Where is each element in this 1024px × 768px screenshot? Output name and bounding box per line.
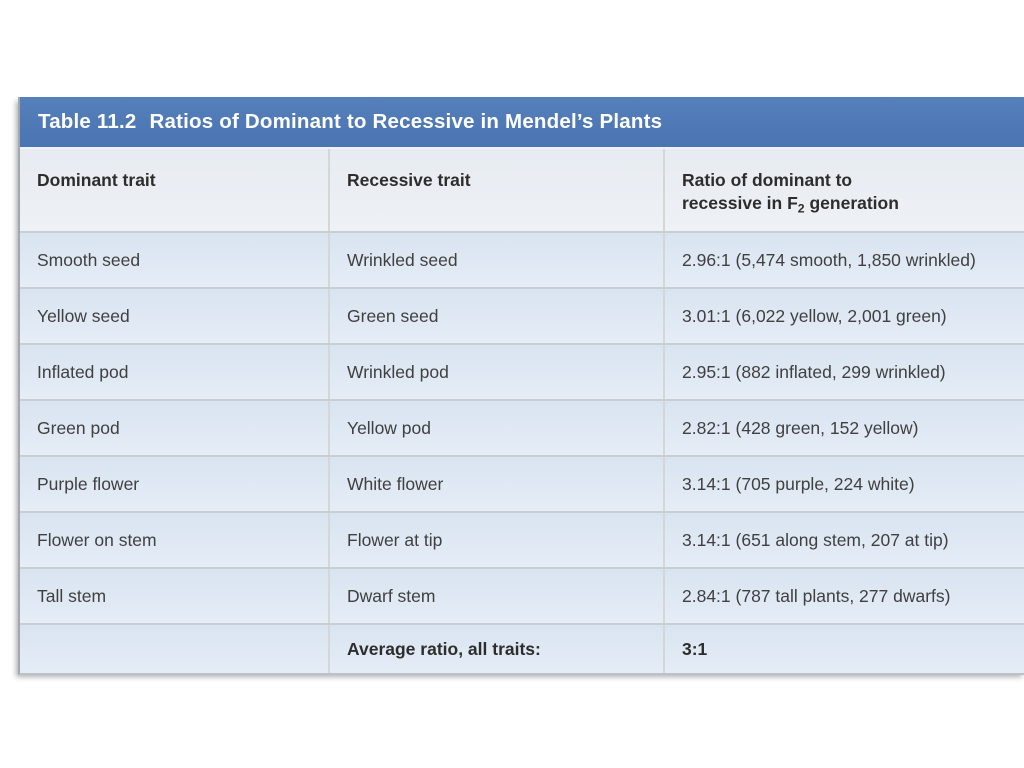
recessive-trait-cell: Green seed bbox=[328, 289, 663, 343]
summary-label-cell: Average ratio, all traits: bbox=[328, 625, 663, 673]
dominant-trait-cell: Inflated pod bbox=[37, 361, 129, 382]
ratio-cell: 2.95:1 (882 inflated, 299 wrinkled) bbox=[663, 345, 1024, 399]
table-title: Ratios of Dominant to Recessive in Mende… bbox=[149, 110, 663, 133]
mendel-ratios-table: Table 11.2 Ratios of Dominant to Recessi… bbox=[18, 97, 1024, 675]
recessive-trait-cell: White flower bbox=[328, 457, 663, 511]
summary-spacer-cell bbox=[20, 625, 328, 673]
table-row-purple-flower: Purple flower White flower 3.14:1 (705 p… bbox=[20, 455, 1024, 511]
column-header-row: Dominant trait Recessive trait Ratio of … bbox=[20, 147, 1024, 231]
table-row-flower-on-stem: Flower on stem Flower at tip 3.14:1 (651… bbox=[20, 511, 1024, 567]
summary-value-cell: 3:1 bbox=[663, 625, 1024, 673]
column-header-dominant: Dominant trait bbox=[37, 170, 156, 190]
column-header-ratio: Ratio of dominant to recessive in F2 gen… bbox=[663, 149, 1024, 231]
recessive-trait-cell: Wrinkled seed bbox=[328, 233, 663, 287]
ratio-header-line1: Ratio of dominant to bbox=[682, 170, 853, 190]
dominant-trait-cell: Green pod bbox=[37, 417, 120, 438]
recessive-trait-cell: Dwarf stem bbox=[328, 569, 663, 623]
dominant-trait-cell: Tall stem bbox=[37, 585, 107, 606]
table-row-tall-stem: Tall stem Dwarf stem 2.84:1 (787 tall pl… bbox=[20, 567, 1024, 623]
ratio-cell: 2.82:1 (428 green, 152 yellow) bbox=[663, 401, 1024, 455]
table-row-green-pod: Green pod Yellow pod 2.82:1 (428 green, … bbox=[20, 399, 1024, 455]
ratio-cell: 3.14:1 (705 purple, 224 white) bbox=[663, 457, 1024, 511]
dominant-trait-cell: Flower on stem bbox=[37, 529, 157, 550]
recessive-trait-cell: Wrinkled pod bbox=[328, 345, 663, 399]
summary-row: Average ratio, all traits: 3:1 bbox=[20, 623, 1024, 673]
recessive-trait-cell: Flower at tip bbox=[328, 513, 663, 567]
table-number: Table 11.2 bbox=[38, 110, 137, 133]
recessive-trait-cell: Yellow pod bbox=[328, 401, 663, 455]
table-row-yellow-seed: Yellow seed Green seed 3.01:1 (6,022 yel… bbox=[20, 287, 1024, 343]
column-header-recessive: Recessive trait bbox=[328, 149, 663, 231]
table-row-smooth-seed: Smooth seed Wrinkled seed 2.96:1 (5,474 … bbox=[20, 231, 1024, 287]
dominant-trait-cell: Smooth seed bbox=[37, 249, 141, 270]
table-row-inflated-pod: Inflated pod Wrinkled pod 2.95:1 (882 in… bbox=[20, 343, 1024, 399]
ratio-cell: 2.96:1 (5,474 smooth, 1,850 wrinkled) bbox=[663, 233, 1024, 287]
ratio-header-line2-prefix: recessive in F bbox=[682, 193, 798, 214]
dominant-trait-cell: Purple flower bbox=[37, 473, 140, 494]
f2-subscript: 2 bbox=[797, 201, 805, 216]
ratio-cell: 3.01:1 (6,022 yellow, 2,001 green) bbox=[663, 289, 1024, 343]
table-title-bar: Table 11.2 Ratios of Dominant to Recessi… bbox=[20, 97, 1024, 147]
ratio-cell: 2.84:1 (787 tall plants, 277 dwarfs) bbox=[663, 569, 1024, 623]
ratio-header-line2-suffix: generation bbox=[804, 193, 899, 214]
ratio-cell: 3.14:1 (651 along stem, 207 at tip) bbox=[663, 513, 1024, 567]
dominant-trait-cell: Yellow seed bbox=[37, 305, 130, 326]
